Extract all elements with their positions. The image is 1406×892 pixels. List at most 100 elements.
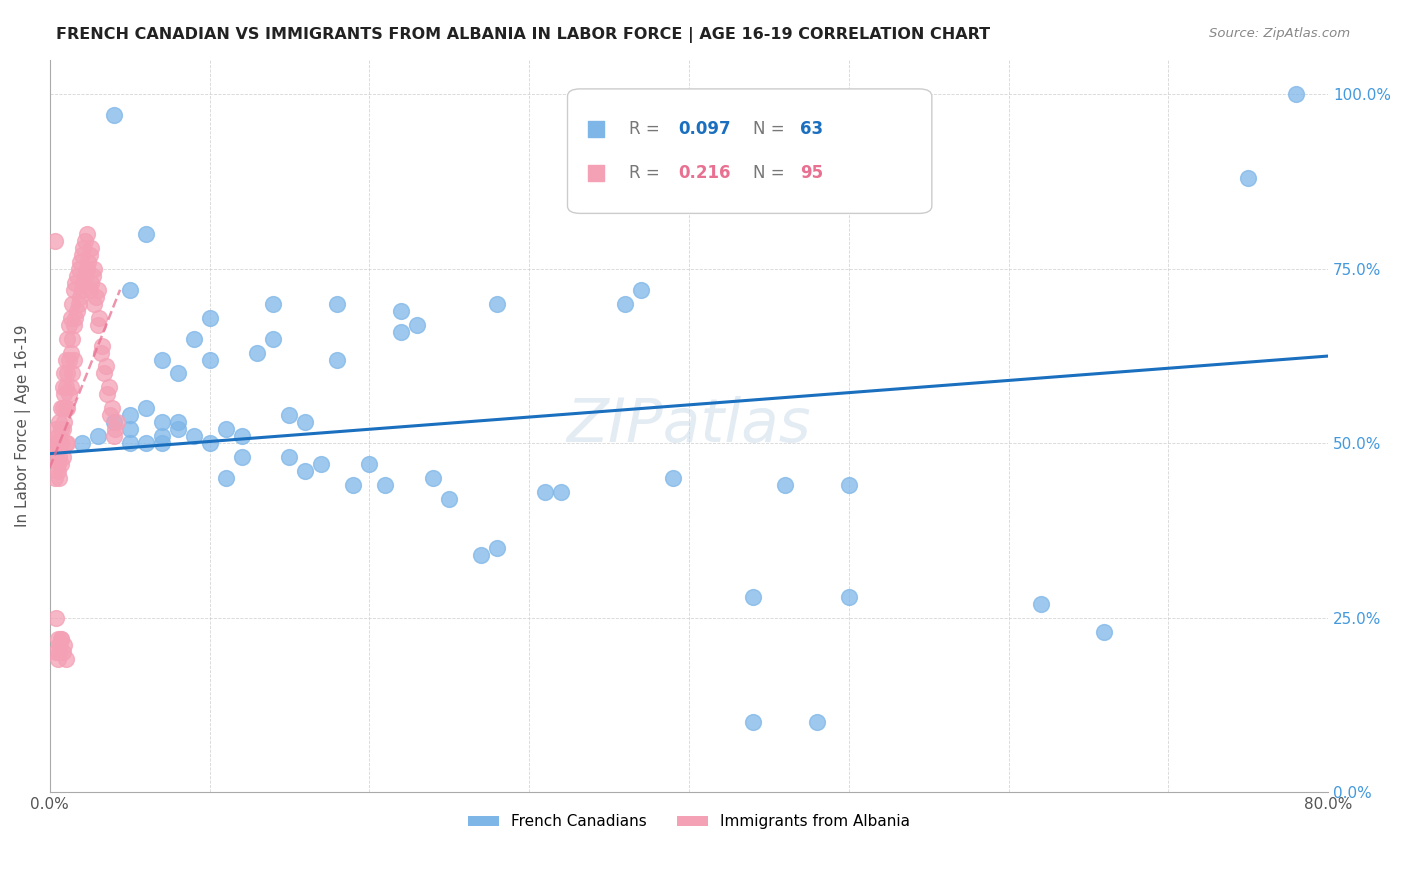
Point (51, 380, 73, 394)
Point (62, 283, 84, 297)
Point (73, 234, 96, 248)
Point (374, 478, 396, 492)
Point (65, 276, 87, 290)
Point (342, 478, 364, 492)
Point (56, 332, 79, 346)
Point (183, 429, 205, 443)
Point (80, 241, 103, 255)
Point (45, 422, 67, 436)
Point (135, 227, 157, 241)
Point (46, 429, 69, 443)
Point (46, 443, 69, 458)
Point (56, 401, 79, 416)
Text: 0.097: 0.097 (679, 120, 731, 138)
Point (150, 436, 173, 450)
Point (46, 464, 69, 478)
Point (198, 436, 221, 450)
Point (135, 401, 157, 416)
Point (439, 491, 461, 506)
Point (100, 409, 122, 423)
Point (51, 401, 73, 416)
Point (73, 268, 96, 283)
Point (84, 290, 107, 304)
Point (118, 436, 141, 450)
Point (94, 359, 117, 374)
Point (838, 478, 860, 492)
Point (214, 471, 236, 485)
Point (86, 318, 108, 332)
Point (53, 367, 76, 381)
Point (97, 380, 120, 394)
Point (79, 248, 101, 262)
Point (721, 153, 744, 168)
Point (55, 352, 77, 367)
Point (150, 429, 173, 443)
Point (773, 478, 796, 492)
Point (90, 345, 112, 359)
Point (278, 409, 301, 423)
Point (86, 429, 108, 443)
Point (470, 548, 492, 562)
Point (214, 422, 236, 436)
Point (69, 290, 91, 304)
Point (59, 345, 82, 359)
Point (62, 352, 84, 367)
Point (534, 485, 557, 500)
Point (614, 296, 637, 310)
Point (72, 276, 94, 290)
Point (1094, 624, 1116, 639)
Text: Source: ZipAtlas.com: Source: ZipAtlas.com (1209, 27, 1350, 40)
Point (294, 464, 316, 478)
Point (46, 457, 69, 471)
FancyBboxPatch shape (568, 89, 932, 213)
Point (422, 471, 444, 485)
Text: 63: 63 (800, 120, 824, 138)
Point (198, 352, 221, 367)
Point (103, 108, 125, 122)
Point (118, 422, 141, 436)
Point (69, 255, 91, 269)
Point (231, 450, 253, 465)
Point (104, 422, 127, 436)
Point (51, 450, 73, 465)
Legend: French Canadians, Immigrants from Albania: French Canadians, Immigrants from Albani… (463, 808, 915, 836)
Point (56, 367, 79, 381)
Point (326, 296, 349, 310)
Point (389, 303, 412, 318)
Point (48, 415, 70, 429)
Point (44, 471, 66, 485)
Point (105, 415, 128, 429)
Point (103, 415, 125, 429)
Point (101, 401, 124, 416)
Point (89, 310, 111, 325)
Point (59, 310, 82, 325)
Point (60, 367, 83, 381)
Point (630, 283, 652, 297)
Point (741, 715, 763, 730)
Text: FRENCH CANADIAN VS IMMIGRANTS FROM ALBANIA IN LABOR FORCE | AGE 16-19 CORRELATIO: FRENCH CANADIAN VS IMMIGRANTS FROM ALBAN… (56, 27, 990, 43)
Point (49, 632, 72, 646)
Y-axis label: In Labor Force | Age 16-19: In Labor Force | Age 16-19 (15, 325, 31, 527)
Point (59, 380, 82, 394)
Point (70, 436, 93, 450)
Point (93, 367, 115, 381)
Text: N =: N = (752, 164, 790, 182)
Point (96, 387, 118, 401)
Text: 0.216: 0.216 (679, 164, 731, 182)
Point (166, 367, 188, 381)
Point (48, 471, 70, 485)
Point (55, 401, 77, 416)
Point (198, 310, 221, 325)
Point (65, 310, 87, 325)
Point (118, 409, 141, 423)
Point (70, 283, 93, 297)
Point (70, 248, 93, 262)
Point (58, 352, 80, 367)
Point (83, 296, 105, 310)
Point (48, 450, 70, 465)
Point (294, 415, 316, 429)
Point (246, 345, 269, 359)
Point (60, 296, 83, 310)
Point (838, 590, 860, 604)
Point (49, 632, 72, 646)
